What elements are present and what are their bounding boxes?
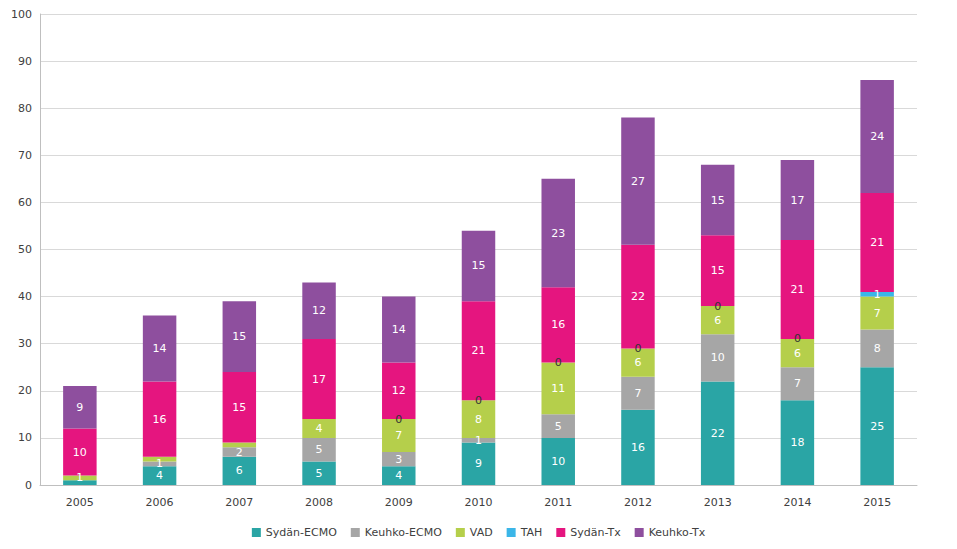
svg-text:90: 90 [18,55,32,68]
svg-text:23: 23 [551,227,565,240]
svg-text:0: 0 [634,342,641,355]
svg-text:17: 17 [312,373,326,386]
svg-text:15: 15 [711,194,725,207]
svg-text:4: 4 [316,422,323,435]
svg-text:Sydän-ECMO: Sydän-ECMO [266,526,337,539]
svg-text:100: 100 [11,8,32,21]
svg-text:4: 4 [395,469,402,482]
svg-text:30: 30 [18,337,32,350]
svg-text:10: 10 [711,351,725,364]
svg-text:17: 17 [790,194,804,207]
svg-text:2014: 2014 [783,496,811,509]
svg-text:6: 6 [634,356,641,369]
svg-text:7: 7 [395,429,402,442]
svg-text:7: 7 [634,387,641,400]
svg-text:2013: 2013 [704,496,732,509]
svg-text:5: 5 [555,420,562,433]
svg-text:0: 0 [395,413,402,426]
svg-text:9: 9 [76,401,83,414]
svg-text:2011: 2011 [544,496,572,509]
svg-text:0: 0 [25,479,32,492]
svg-text:14: 14 [153,342,167,355]
svg-text:1: 1 [475,434,482,447]
svg-text:15: 15 [472,259,486,272]
svg-text:0: 0 [555,356,562,369]
svg-text:16: 16 [551,318,565,331]
svg-text:Sydän-Tx: Sydän-Tx [570,526,621,539]
svg-text:27: 27 [631,175,645,188]
svg-text:2007: 2007 [225,496,253,509]
svg-text:18: 18 [790,436,804,449]
svg-text:15: 15 [711,264,725,277]
svg-text:2009: 2009 [385,496,413,509]
svg-text:22: 22 [631,290,645,303]
svg-text:6: 6 [714,314,721,327]
svg-text:40: 40 [18,290,32,303]
svg-text:0: 0 [475,394,482,407]
svg-text:24: 24 [870,130,884,143]
svg-text:Keuhko-Tx: Keuhko-Tx [649,526,706,539]
svg-text:8: 8 [874,342,881,355]
svg-text:2010: 2010 [465,496,493,509]
svg-text:0: 0 [714,300,721,313]
svg-text:16: 16 [631,441,645,454]
svg-text:1: 1 [156,457,163,470]
svg-text:7: 7 [794,377,801,390]
svg-text:80: 80 [18,102,32,115]
svg-text:3: 3 [395,453,402,466]
svg-text:TAH: TAH [520,526,543,539]
svg-text:Keuhko-ECMO: Keuhko-ECMO [365,526,442,539]
svg-text:0: 0 [794,332,801,345]
svg-text:21: 21 [472,344,486,357]
svg-text:25: 25 [870,420,884,433]
svg-text:2008: 2008 [305,496,333,509]
svg-text:7: 7 [874,307,881,320]
svg-text:21: 21 [790,283,804,296]
svg-text:2005: 2005 [66,496,94,509]
svg-text:5: 5 [316,467,323,480]
svg-text:14: 14 [392,323,406,336]
svg-text:22: 22 [711,427,725,440]
svg-text:2015: 2015 [863,496,891,509]
svg-text:VAD: VAD [470,526,493,539]
svg-text:1: 1 [874,288,881,301]
svg-text:8: 8 [475,413,482,426]
svg-text:12: 12 [392,384,406,397]
svg-text:16: 16 [153,413,167,426]
svg-text:70: 70 [18,149,32,162]
svg-text:10: 10 [73,446,87,459]
svg-text:10: 10 [551,455,565,468]
svg-text:9: 9 [475,457,482,470]
svg-text:50: 50 [18,243,32,256]
svg-text:11: 11 [551,382,565,395]
svg-text:6: 6 [794,347,801,360]
svg-text:2: 2 [236,446,243,459]
svg-text:15: 15 [232,401,246,414]
svg-text:10: 10 [18,431,32,444]
svg-text:2006: 2006 [146,496,174,509]
svg-text:15: 15 [232,330,246,343]
svg-text:5: 5 [316,443,323,456]
svg-text:12: 12 [312,304,326,317]
svg-text:21: 21 [870,236,884,249]
svg-text:6: 6 [236,464,243,477]
svg-text:20: 20 [18,384,32,397]
svg-text:2012: 2012 [624,496,652,509]
svg-text:1: 1 [76,471,83,484]
svg-text:4: 4 [156,469,163,482]
svg-text:60: 60 [18,196,32,209]
